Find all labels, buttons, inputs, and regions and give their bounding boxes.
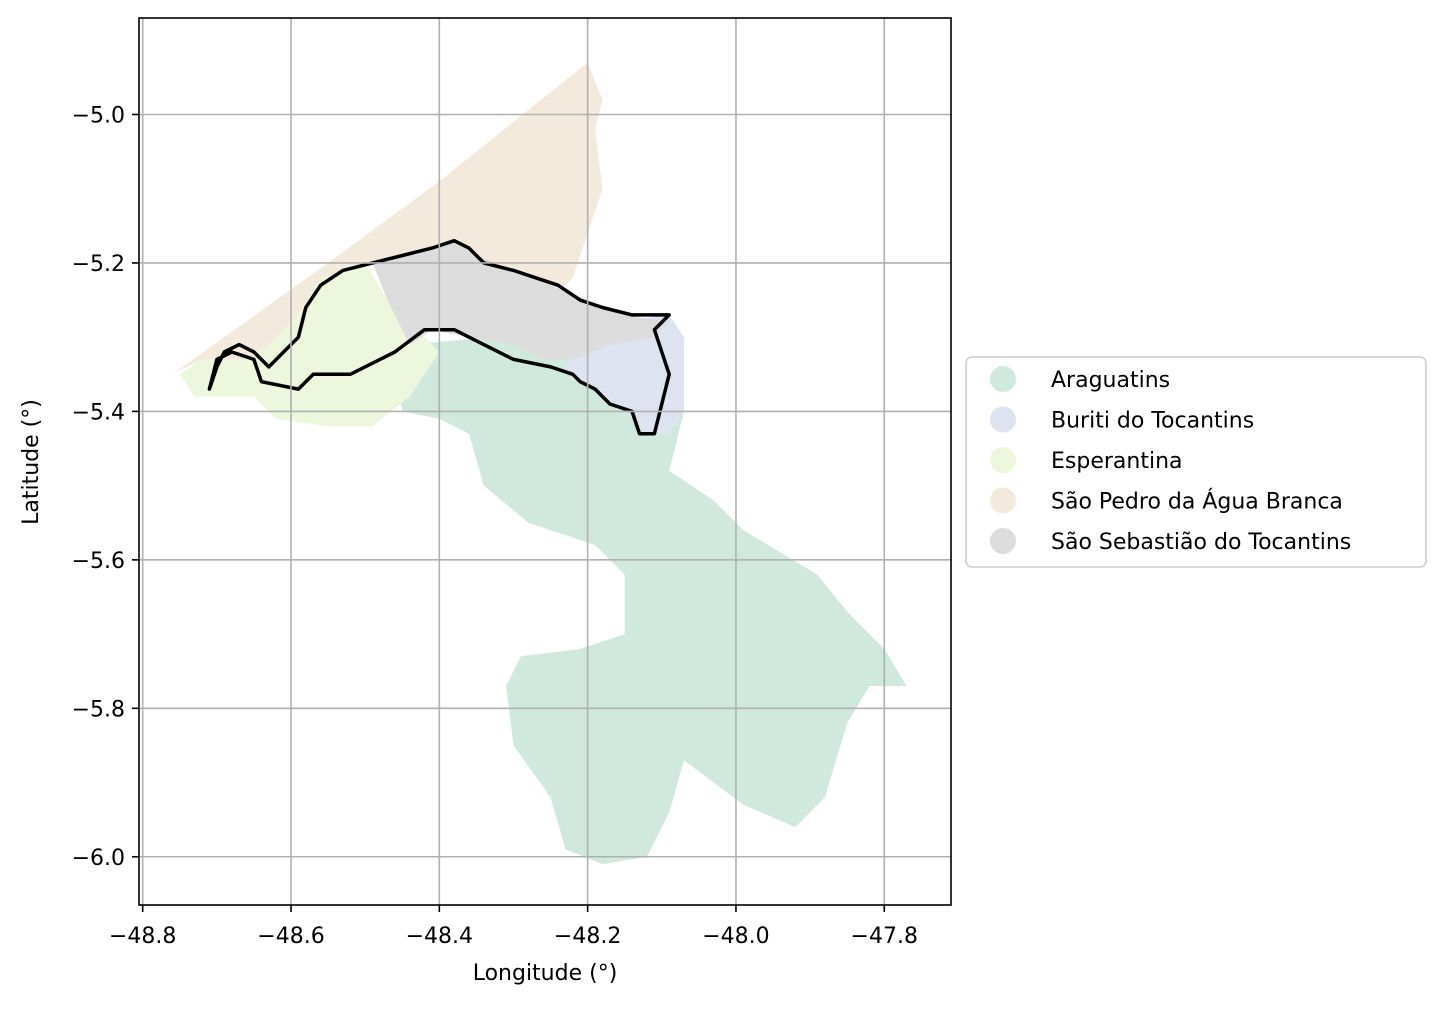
x-tick-label: −48.8: [109, 924, 176, 949]
legend-label-buriti-do-tocantins: Buriti do Tocantins: [1051, 409, 1254, 434]
region-araguatins: [394, 337, 907, 865]
legend-marker-araguatins: [990, 366, 1016, 392]
outline-boundary: [207, 238, 671, 436]
axes-frame: [138, 17, 952, 906]
legend-marker-esperantina: [990, 447, 1016, 473]
grid-layer: [139, 18, 951, 905]
legend-label-sao-sebastiao-do-tocantins: São Sebastião do Tocantins: [1051, 530, 1351, 555]
y-tick-label: −5.8: [72, 697, 125, 722]
x-axis: −48.8 −48.6 −48.4 −48.2 −48.0 −47.8: [109, 905, 918, 949]
legend: Araguatins Buriti do Tocantins Esperantina…: [965, 356, 1427, 568]
y-tick-label: −6.0: [72, 846, 125, 871]
region-layer: [172, 62, 907, 865]
y-tick-label: −5.4: [72, 400, 125, 425]
region-sao-pedro-da-agua-branca: [172, 62, 603, 375]
y-tick-label: −5.0: [72, 103, 125, 128]
region-esperantina: [179, 262, 440, 427]
legend-label-esperantina: Esperantina: [1051, 449, 1183, 474]
x-tick-label: −48.0: [702, 924, 769, 949]
y-tick-label: −5.2: [72, 252, 125, 277]
legend-marker-buriti-do-tocantins: [990, 406, 1016, 433]
x-tick-label: −48.2: [554, 924, 621, 949]
x-axis-label: Longitude (°): [473, 961, 618, 986]
outline-layer: [207, 238, 671, 436]
x-tick-label: −48.6: [257, 924, 324, 949]
y-tick-label: −5.6: [72, 549, 125, 574]
legend-frame: [965, 356, 1427, 568]
legend-label-araguatins: Araguatins: [1051, 368, 1170, 393]
y-axis-label: Latitude (°): [19, 399, 44, 525]
legend-marker-sao-pedro-da-agua-branca: [990, 487, 1016, 514]
y-axis: −5.0 −5.2 −5.4 −5.6 −5.8 −6.0: [72, 103, 139, 871]
legend-marker-sao-sebastiao-do-tocantins: [990, 528, 1016, 554]
legend-items: Araguatins Buriti do Tocantins Esperantina…: [990, 366, 1351, 555]
legend-label-sao-pedro-da-agua-branca: São Pedro da Água Branca: [1051, 489, 1343, 515]
x-tick-label: −48.4: [406, 924, 473, 949]
x-tick-label: −47.8: [851, 924, 918, 949]
